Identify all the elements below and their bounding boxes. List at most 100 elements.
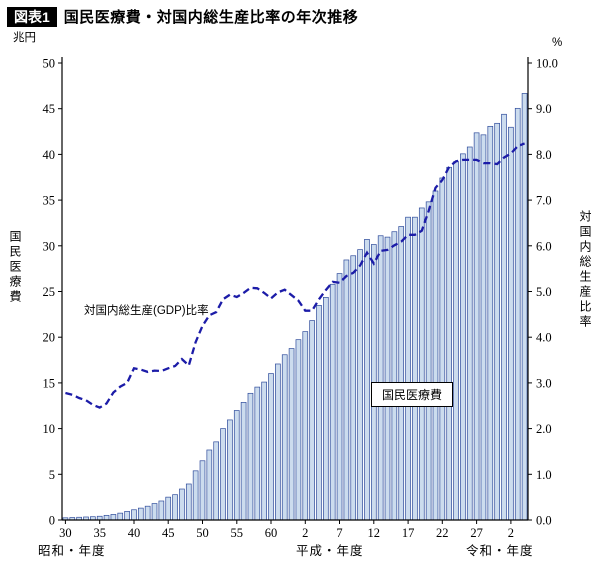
left-tick-label: 10 (43, 422, 56, 436)
bar (281, 354, 288, 521)
right-tick-label: 2.0 (536, 422, 552, 436)
bar (158, 500, 165, 521)
bar (446, 166, 453, 521)
right-tick-label: 1.0 (536, 468, 552, 482)
era-label-showa: 昭和・年度 (38, 544, 106, 558)
left-axis-unit: 兆円 (13, 32, 36, 44)
right-tick-label: 4.0 (536, 331, 552, 345)
bar (521, 93, 528, 521)
x-tick-label: 2 (508, 526, 514, 540)
right-tick-label: 8.0 (536, 148, 552, 162)
bar (439, 177, 446, 521)
bar (364, 239, 370, 521)
bar (514, 107, 521, 521)
right-tick-label: 0.0 (536, 514, 552, 528)
bar (144, 505, 151, 521)
bar (103, 514, 110, 521)
left-tick-label: 0 (49, 514, 55, 528)
medical-cost-annotation: 国民医療費 (371, 382, 454, 407)
bar (220, 428, 226, 521)
bar (240, 402, 247, 521)
right-tick-label: 5.0 (536, 285, 552, 299)
axes (61, 57, 529, 521)
bar (391, 231, 398, 521)
bar (480, 134, 487, 521)
bar (165, 496, 172, 521)
right-tick-label: 10.0 (536, 57, 558, 71)
bar (466, 146, 473, 521)
bar (350, 255, 357, 521)
y-axis-ticks: 0 5 10 15 20 25 30 35 40 45 50 0.0 1.0 2.0 3.0 4.0 5.0 6.… (43, 57, 558, 528)
right-axis-title: 対国内総生産比率 (578, 210, 592, 330)
bar (302, 331, 309, 521)
x-tick-label: 7 (336, 526, 342, 540)
bar (131, 509, 137, 521)
bar (295, 339, 302, 521)
x-tick-label: 45 (162, 526, 175, 540)
gdp-ratio-line (65, 142, 526, 409)
bar (206, 449, 213, 521)
left-tick-label: 25 (43, 285, 56, 299)
bar (508, 126, 514, 521)
era-label-heisei: 平成・年度 (296, 544, 364, 558)
left-tick-label: 5 (49, 468, 55, 482)
x-axis-ticks: 30 35 40 45 50 55 60 2 7 12 17 22 27 2 (59, 520, 514, 540)
bar (412, 216, 418, 521)
right-axis-unit: % (552, 37, 563, 49)
bar (288, 348, 295, 521)
left-tick-label: 20 (43, 331, 56, 345)
bar (501, 113, 507, 521)
x-tick-label: 55 (231, 526, 244, 540)
bar (124, 511, 130, 521)
bar (268, 373, 274, 521)
bar (329, 283, 336, 521)
bar (405, 216, 411, 521)
left-tick-label: 45 (43, 102, 56, 116)
bar (110, 514, 117, 521)
right-tick-label: 7.0 (536, 194, 552, 208)
left-tick-label: 35 (43, 194, 56, 208)
bar (247, 392, 254, 521)
x-tick-label: 2 (302, 526, 308, 540)
bar (172, 494, 178, 521)
x-tick-label: 60 (265, 526, 278, 540)
bar (151, 503, 158, 521)
x-tick-label: 30 (59, 526, 72, 540)
figure-title: 国民医療費・対国内総生産比率の年次推移 (63, 9, 359, 26)
bar (425, 201, 432, 521)
bar (432, 190, 439, 521)
bar (192, 470, 199, 521)
bar (460, 153, 466, 521)
bar (384, 236, 391, 521)
bar (323, 297, 329, 521)
bar (487, 125, 494, 521)
x-tick-label: 50 (196, 526, 209, 540)
bar (233, 410, 240, 521)
bar (137, 507, 144, 521)
bar (254, 386, 261, 521)
x-tick-label: 17 (402, 526, 415, 540)
x-tick-label: 40 (128, 526, 141, 540)
x-tick-label: 12 (368, 526, 381, 540)
left-tick-label: 40 (43, 148, 56, 162)
bar (261, 381, 267, 521)
bar (117, 512, 124, 521)
figure-tag: 図表1 (7, 6, 57, 27)
bar (453, 161, 459, 521)
bar (357, 249, 363, 521)
bar (309, 320, 315, 521)
bar (316, 305, 322, 521)
bar (213, 441, 220, 521)
right-tick-label: 9.0 (536, 102, 552, 116)
bar-series (62, 93, 528, 521)
left-axis-title: 国民医療費 (8, 230, 22, 305)
bar (343, 259, 350, 521)
bar (199, 460, 206, 521)
x-tick-label: 35 (93, 526, 106, 540)
bar (336, 273, 343, 521)
right-tick-label: 3.0 (536, 376, 552, 390)
gdp-ratio-annotation: 対国内総生産(GDP)比率 (84, 305, 209, 317)
left-tick-label: 15 (43, 376, 56, 390)
